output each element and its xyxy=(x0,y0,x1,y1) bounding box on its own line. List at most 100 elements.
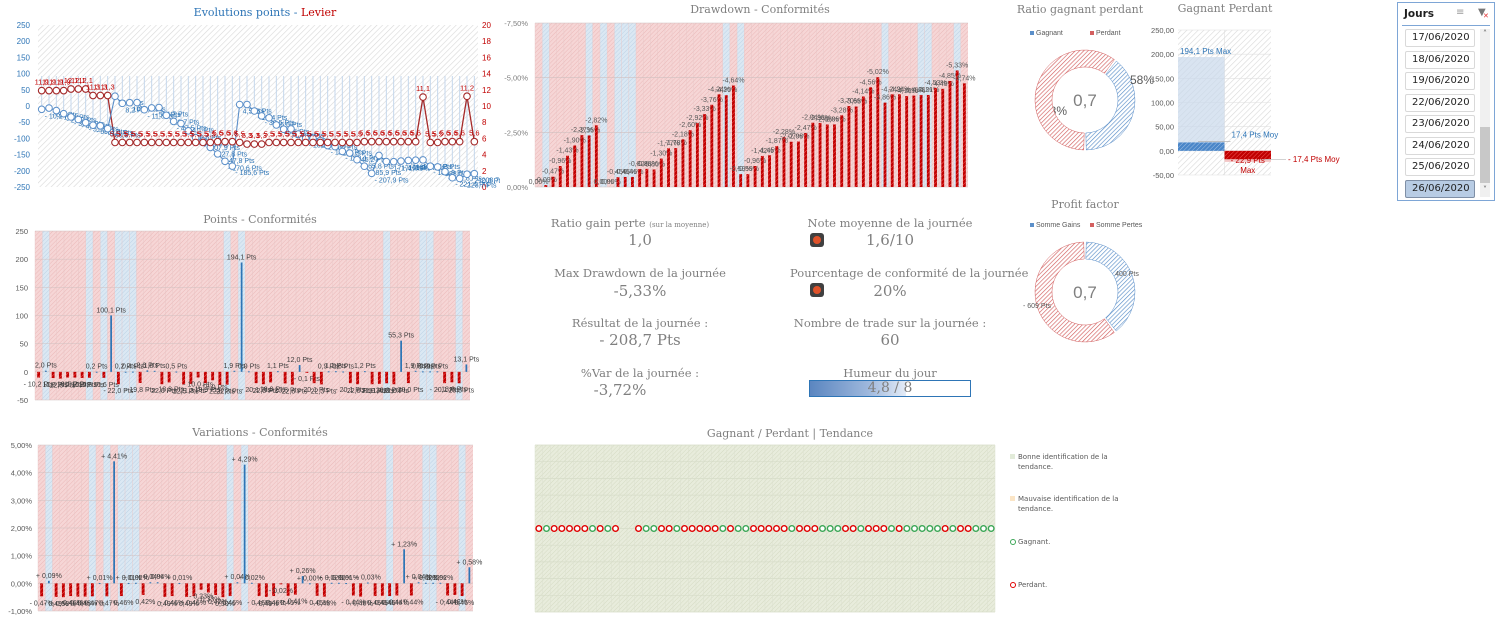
drawdown-data-label: -2,08% xyxy=(787,134,809,141)
slicer-scrollbar[interactable]: ˄ ˅ xyxy=(1480,29,1490,197)
slicer-item-26-06-2020[interactable]: 26/06/2020 xyxy=(1405,179,1475,198)
y-tick-label: 0,00% xyxy=(11,579,33,588)
levier-data-label: 5,6 xyxy=(440,129,450,138)
points-data-label: 1,1 Pts xyxy=(267,363,289,370)
points-data-label: - 22,8 Pts xyxy=(212,389,242,396)
levier-data-label: 5,5 xyxy=(293,129,303,138)
levier-marker xyxy=(250,140,259,148)
variation-bar xyxy=(61,583,65,598)
slicer-item-25-06-2020[interactable]: 25/06/2020 xyxy=(1405,158,1475,176)
variation-data-label: - 0,41% xyxy=(283,599,307,606)
points-marker xyxy=(353,155,361,164)
nonconform-band xyxy=(802,23,810,187)
nonconform-band xyxy=(636,23,644,187)
points-marker xyxy=(338,147,347,156)
variation-bar xyxy=(192,583,196,597)
points-data-label: 0,8 Pts xyxy=(419,363,441,370)
points-marker xyxy=(360,162,369,171)
scroll-up-icon[interactable]: ˄ xyxy=(1483,29,1487,38)
levier-marker xyxy=(455,137,464,146)
note-moyenne-label: Note moyenne de la journée xyxy=(807,216,973,230)
variation-bar xyxy=(409,583,413,596)
levier-data-label: 5,6 xyxy=(388,129,398,138)
points-data-label: - 54,1 Pts xyxy=(184,128,214,135)
nonconform-band xyxy=(845,23,853,187)
points-bar xyxy=(414,370,417,372)
loss-marker xyxy=(895,524,903,532)
points-bar xyxy=(450,371,454,383)
points-data-label: - 15,0 Pts xyxy=(198,384,228,391)
points-data-label: - 19,8 Pts xyxy=(125,387,155,394)
drawdown-bar xyxy=(948,80,952,187)
drawdown-data-label: -0,83% xyxy=(636,161,658,168)
points-data-label: - 10,6 Pts xyxy=(74,382,104,389)
points-data-label: - 169,9 Pts xyxy=(404,165,438,172)
levier-marker xyxy=(294,138,303,147)
drawdown-data-label: -2,93% xyxy=(809,115,831,122)
points-bar xyxy=(370,371,374,385)
trade-count-label: Nombre de trade sur la journée : xyxy=(793,316,987,330)
slicer-item-17-06-2020[interactable]: 17/06/2020 xyxy=(1405,29,1475,47)
note-moyenne-value: 1,6/10 xyxy=(866,231,914,249)
variation-data-label: + 0,00% xyxy=(297,575,323,582)
levier-data-label: 11,3 xyxy=(93,82,107,91)
scroll-down-icon[interactable]: ˅ xyxy=(1483,185,1487,194)
win-marker xyxy=(926,524,934,532)
variation-data-label: + 0,01% xyxy=(166,575,192,582)
y-left-tick-label: -250 xyxy=(14,183,31,192)
points-marker xyxy=(433,163,442,171)
variation-bar xyxy=(330,582,333,584)
y-left-tick-label: -50 xyxy=(18,118,30,127)
win-marker xyxy=(857,524,865,532)
points-data-label: - 188,0 Pts xyxy=(441,171,475,178)
drawdown-data-label: -2,86% xyxy=(823,116,845,123)
variation-data-label: - 0,47% xyxy=(80,600,104,607)
drawdown-data-label: -3,76% xyxy=(701,97,723,104)
win-marker xyxy=(719,524,727,532)
points-data-label: 194,1 Pts xyxy=(227,254,257,261)
variation-bar xyxy=(293,583,297,595)
slicer-item-24-06-2020[interactable]: 24/06/2020 xyxy=(1405,136,1475,155)
variation-bar xyxy=(359,583,363,597)
points-marker xyxy=(118,99,127,108)
conform-band xyxy=(599,23,608,187)
variation-data-label: - 0,46% xyxy=(378,600,402,607)
slicer-item-23-06-2020[interactable]: 23/06/2020 xyxy=(1405,115,1475,133)
levier-data-label: 11,9 xyxy=(49,78,63,87)
drawdown-data-label: -4,64% xyxy=(722,78,744,85)
win-marker xyxy=(642,524,650,532)
loss-marker xyxy=(957,524,965,532)
slicer-item-19-06-2020[interactable]: 19/06/2020 xyxy=(1405,72,1475,90)
scroll-thumb[interactable] xyxy=(1480,127,1490,183)
nonconform-band xyxy=(780,23,788,187)
variation-bar xyxy=(395,583,399,596)
points-bar xyxy=(248,371,250,373)
slicer-item-18-06-2020[interactable]: 18/06/2020 xyxy=(1405,50,1475,69)
drawdown-data-label: -4,14% xyxy=(852,88,874,95)
variation-bar xyxy=(345,583,347,585)
note-status-indicator-icon xyxy=(810,233,824,247)
slicer-item-22-06-2020[interactable]: 22/06/2020 xyxy=(1405,93,1475,112)
points-data-label: - 202,8 Pts xyxy=(448,176,482,183)
variation-data-label: - 0,46% xyxy=(218,600,242,607)
win-marker xyxy=(819,524,827,532)
points-data-label: 0,8 Pts xyxy=(412,363,434,370)
points-data-label: - 140,1 Pts xyxy=(345,155,379,162)
drawdown-data-label: -3,33% xyxy=(693,106,715,113)
avg-loss-bar xyxy=(1224,150,1271,160)
levier-data-label: 5,5 xyxy=(117,129,127,138)
levier-data-label: 11,9 xyxy=(42,78,56,87)
multi-select-icon[interactable]: ≡ xyxy=(1456,7,1465,18)
drawdown-data-label: -5,02% xyxy=(867,69,889,76)
points-marker xyxy=(96,121,105,130)
drawdown-bar xyxy=(962,83,966,187)
points-marker xyxy=(294,130,303,138)
levier-data-label: 5,6 xyxy=(227,129,237,138)
variation-bar xyxy=(453,583,457,595)
nonconform-band xyxy=(816,23,824,187)
points-bar xyxy=(73,371,77,378)
points-data-label: - 11,0 Pts xyxy=(38,382,68,389)
max-drawdown-label: Max Drawdown de la journée xyxy=(554,266,726,280)
clear-filter-icon[interactable]: ▼ ✕ xyxy=(1478,7,1489,20)
